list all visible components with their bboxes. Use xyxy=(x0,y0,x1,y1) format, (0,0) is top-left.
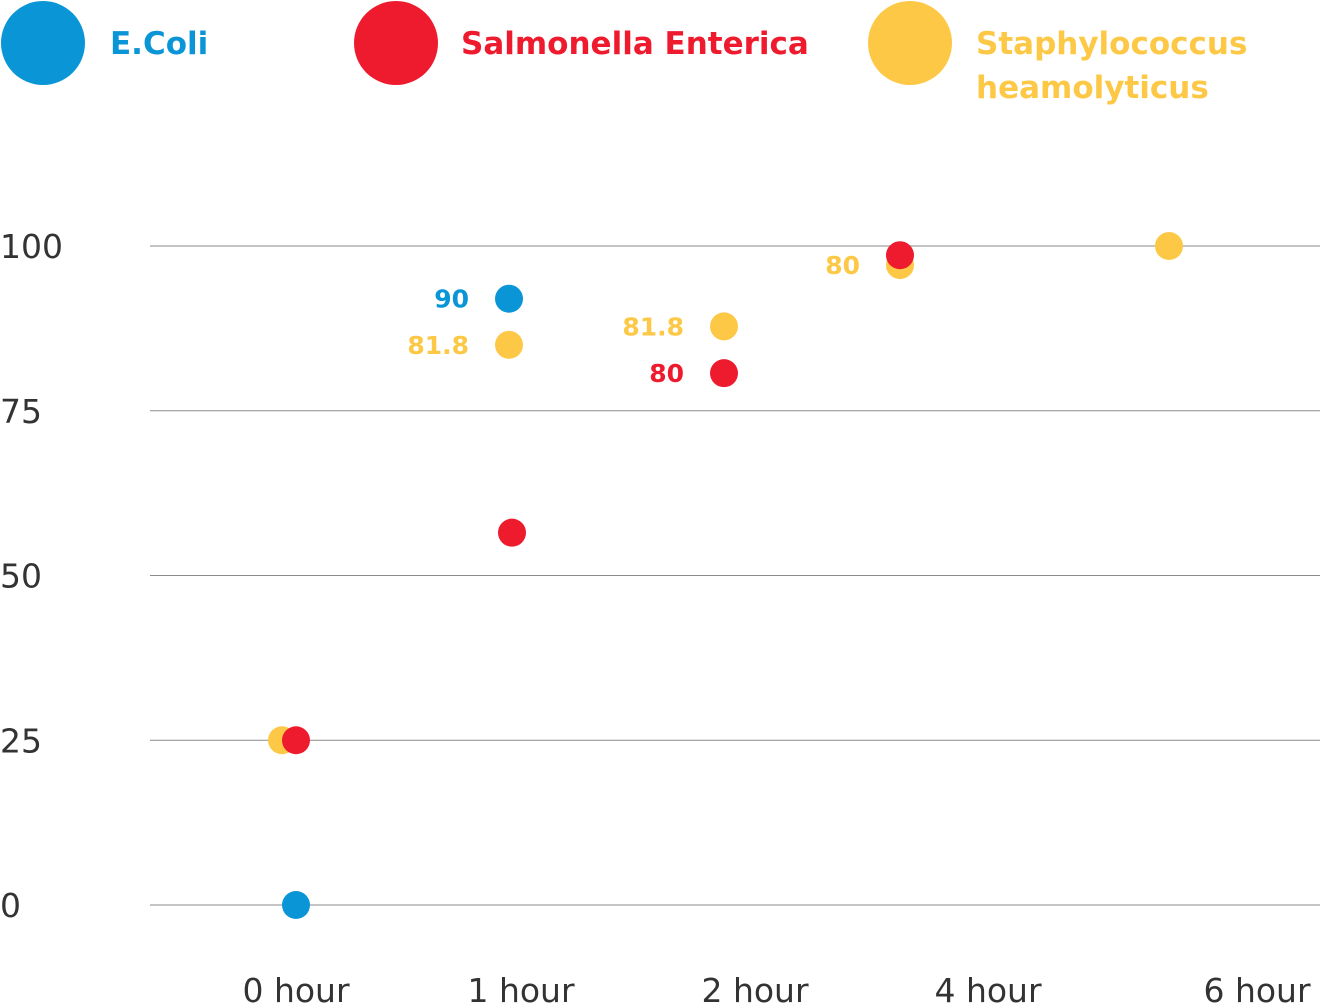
data-point xyxy=(282,726,310,755)
data-point xyxy=(282,891,310,919)
data-points xyxy=(268,232,1183,919)
data-label: 90 xyxy=(434,285,469,314)
legend-swatch xyxy=(1,1,85,85)
y-tick-label: 50 xyxy=(0,557,42,596)
data-point xyxy=(710,312,738,341)
legend-label: Staphylococcus xyxy=(976,26,1247,62)
data-label: 81.8 xyxy=(407,331,469,360)
y-tick-label: 75 xyxy=(0,392,42,431)
data-point xyxy=(710,359,738,388)
data-label: 80 xyxy=(825,251,860,280)
data-label: 80 xyxy=(649,359,684,388)
data-labels: 81.8 81.8 80 80 90 xyxy=(407,251,860,388)
data-point xyxy=(495,330,523,359)
legend-item: Salmonella Enterica xyxy=(354,1,809,85)
data-label: 81.8 xyxy=(622,312,684,341)
x-tick-label: 6 hour xyxy=(1203,971,1311,1004)
legend: E.Coli Salmonella Enterica Staphylococcus h… xyxy=(1,1,1247,106)
data-point xyxy=(886,241,914,270)
legend-swatch xyxy=(868,1,952,85)
x-tick-label: 1 hour xyxy=(467,971,575,1004)
data-point xyxy=(1155,232,1183,260)
y-tick-label: 25 xyxy=(0,721,42,760)
x-tick-label: 4 hour xyxy=(934,971,1042,1004)
data-point xyxy=(495,284,523,313)
x-axis-ticks: 0 hour 1 hour 2 hour 4 hour 6 hour xyxy=(242,971,1311,1004)
legend-label: E.Coli xyxy=(110,26,208,62)
legend-swatch xyxy=(354,1,438,85)
legend-item: E.Coli xyxy=(1,1,208,85)
y-tick-label: 0 xyxy=(0,886,21,925)
gridlines xyxy=(150,245,1320,906)
y-tick-label: 100 xyxy=(0,227,63,266)
data-point xyxy=(498,518,526,547)
x-tick-label: 0 hour xyxy=(242,971,350,1004)
legend-label: Salmonella Enterica xyxy=(461,26,809,62)
legend-label: heamolyticus xyxy=(976,70,1209,106)
y-axis-ticks: 0 25 50 75 100 xyxy=(0,227,63,925)
legend-item: Staphylococcus heamolyticus xyxy=(868,1,1247,106)
x-tick-label: 2 hour xyxy=(701,971,809,1004)
